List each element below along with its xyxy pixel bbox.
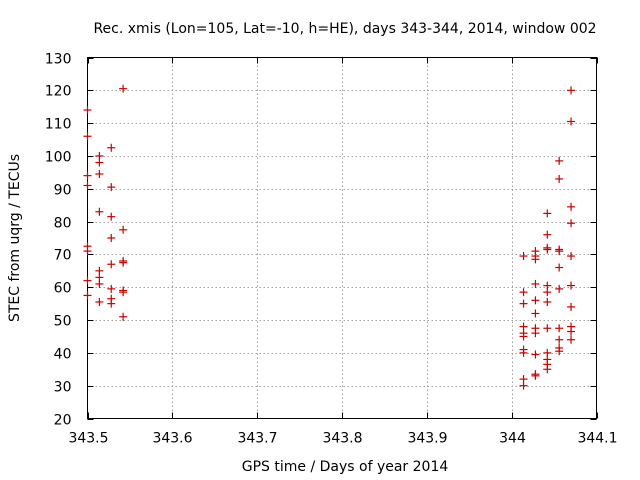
data-point [567, 117, 576, 126]
data-point [543, 365, 552, 374]
data-point [83, 106, 92, 115]
chart-title: Rec. xmis (Lon=105, Lat=-10, h=HE), days… [93, 21, 596, 37]
data-point [95, 297, 104, 306]
data-point [531, 371, 540, 380]
data-point [83, 171, 92, 180]
y-tick-label: 130 [45, 52, 72, 68]
grid-layer [87, 57, 597, 419]
data-point [119, 312, 128, 321]
x-axis-label: GPS time / Days of year 2014 [242, 459, 449, 475]
data-point [107, 284, 116, 293]
x-tick-label: 343.6 [152, 431, 192, 447]
data-point [567, 219, 576, 228]
data-point [519, 332, 528, 341]
x-tick-label: 344.1 [577, 431, 617, 447]
data-point [555, 174, 564, 183]
data-point [119, 225, 128, 234]
data-point [567, 327, 576, 336]
data-point [555, 247, 564, 256]
y-tick-label: 20 [54, 413, 72, 429]
data-point [567, 202, 576, 211]
x-tick-label: 343.9 [407, 431, 447, 447]
x-tick-labels: 343.5 343.6 343.7 343.8 343.9 344 344.1 [68, 431, 617, 447]
data-point [519, 299, 528, 308]
data-point [555, 347, 564, 356]
data-point [531, 309, 540, 318]
data-point [543, 288, 552, 297]
data-points [83, 84, 576, 390]
data-point [107, 234, 116, 242]
data-point [107, 299, 116, 308]
data-point [555, 263, 564, 272]
data-point [107, 260, 116, 269]
y-tick-label: 50 [54, 314, 72, 330]
data-point [567, 302, 576, 311]
y-tick-label: 70 [54, 248, 72, 264]
data-point [519, 348, 528, 357]
data-point [567, 86, 576, 95]
data-point [543, 209, 552, 218]
y-tick-labels: 20 30 40 50 60 70 80 90 100 110 120 130 [45, 52, 72, 429]
data-point [95, 207, 104, 216]
x-tick-label: 343.7 [237, 431, 277, 447]
data-point [531, 350, 540, 359]
data-point [543, 230, 552, 239]
y-tick-label: 110 [45, 117, 72, 133]
data-point [119, 258, 128, 267]
data-point [83, 247, 92, 256]
data-point [543, 245, 552, 254]
data-point [567, 252, 576, 261]
data-point [83, 132, 92, 141]
data-point [519, 288, 528, 297]
data-point [531, 255, 540, 264]
data-point [83, 276, 92, 285]
data-point [519, 381, 528, 390]
data-point [95, 158, 104, 167]
data-point [531, 296, 540, 305]
data-point [555, 335, 564, 344]
y-tick-label: 120 [45, 84, 72, 100]
data-point [531, 279, 540, 288]
data-point [95, 279, 104, 288]
y-tick-label: 40 [54, 347, 72, 363]
x-tick-label: 344 [499, 431, 526, 447]
data-point [543, 297, 552, 306]
data-point [555, 284, 564, 293]
data-point [119, 84, 128, 93]
data-point [107, 183, 116, 192]
x-tick-label: 343.8 [322, 431, 362, 447]
x-tick-label: 343.5 [68, 431, 108, 447]
y-tick-label: 100 [45, 150, 72, 166]
data-point [543, 324, 552, 333]
tick-layer [87, 57, 598, 420]
data-point [519, 252, 528, 261]
data-point [83, 181, 92, 190]
y-tick-label: 30 [54, 380, 72, 396]
data-point [107, 143, 116, 152]
y-axis-label: STEC from uqrg / TECUs [7, 154, 23, 322]
y-tick-label: 60 [54, 281, 72, 297]
data-point [555, 324, 564, 333]
data-point [119, 288, 128, 297]
y-tick-label: 80 [54, 216, 72, 232]
data-point [531, 329, 540, 338]
data-point [567, 281, 576, 290]
y-tick-label: 90 [54, 183, 72, 199]
data-point [555, 156, 564, 165]
data-point [83, 291, 92, 300]
data-point [95, 170, 104, 179]
data-point [567, 335, 576, 344]
data-point [107, 212, 116, 221]
